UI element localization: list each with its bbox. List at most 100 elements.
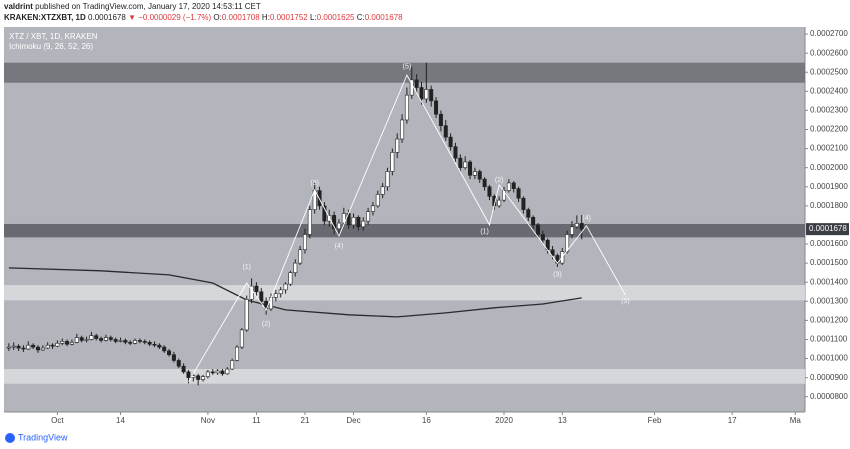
candle-body [298,249,303,264]
brand: TradingView [18,432,68,442]
candle-body [11,345,16,348]
candle-body [79,337,84,341]
y-tick-label: 0.0000800 [810,392,848,401]
y-tick-label: 0.0002300 [810,106,848,115]
candle-body [239,329,244,348]
candle-body [147,342,152,345]
candle-body [128,342,133,344]
candle-body [142,341,147,343]
wave-line [188,74,626,383]
candle-body [336,222,341,230]
zone [4,285,805,301]
candle-body [458,157,463,168]
wave-label: (2) [495,177,504,184]
candle-body [244,299,249,331]
candle-body [370,205,375,212]
candle-body [26,344,31,350]
candle-body [6,346,11,349]
y-tick-label: 0.0002000 [810,163,848,172]
candle-body [118,340,123,342]
ohlc-label: C: [356,13,365,22]
y-tick-label: 0.0002500 [810,67,848,76]
candle-body [215,370,220,374]
x-tick-label: Ma [790,416,802,425]
candle-body [186,371,191,378]
candle-body [322,205,327,222]
plot: (1) (2) (3) (4) (5) (1) (2) (3) (4) (5) [4,62,805,386]
candle-body [497,199,502,207]
candle-body [60,341,65,344]
candle-body [123,340,128,343]
candle-body [16,345,21,349]
x-tick-label: 2020 [495,416,513,425]
candle-body [108,337,113,340]
candle-body [210,371,215,374]
candle-body [535,224,540,235]
publish-line: valdrint published on TradingView.com, J… [4,1,403,12]
wave-label: (3) [553,271,562,278]
wave-label: (2) [262,321,271,328]
candle-body [521,197,526,210]
candle-body [540,234,545,241]
x-tick-label: 13 [558,416,567,425]
candle-body [65,341,70,345]
candle-body [89,335,94,340]
candle-body [273,293,278,298]
ohlc-value: 0.0001625 [316,13,355,22]
candle-body [506,182,511,191]
y-tick-label: 0.0001800 [810,201,848,210]
ohlc-label: L: [309,13,317,22]
candle-body [69,342,74,345]
wave-label: (4) [335,243,344,250]
candle-body [133,340,138,344]
ohlc-value: 0.0001678 [364,13,403,22]
candle-body [196,375,201,380]
moving-average [8,267,582,318]
x-tick-label: 17 [728,416,737,425]
candle-body [230,360,235,370]
candle-body [302,234,307,251]
candle-body [453,146,458,159]
candle-body [167,350,172,356]
x-tick-label: Nov [201,416,215,425]
candle-body [434,100,439,115]
candle-body [361,220,366,228]
last: 0.0001678 [88,13,126,22]
candle-body [511,182,516,189]
candle-body [477,171,482,180]
wave-label: (5) [621,298,630,305]
candle-body [152,343,157,346]
wave-label: (3) [310,180,319,187]
candle-body [288,272,293,285]
candle-body [113,339,118,342]
candle-body [351,217,356,226]
candle-body [176,360,181,367]
candle-body [40,347,45,351]
y-tick-label: 0.0002700 [810,29,848,38]
candle-body [50,344,55,347]
candle-body [307,209,312,235]
candle-body [332,215,337,230]
wave-label: (1) [480,228,489,235]
candle-body [414,79,419,88]
y-tick-label: 0.0002100 [810,144,848,153]
y-tick-label: 0.0002600 [810,48,848,57]
last-price-label: 0.0001678 [809,224,847,233]
candle-body [531,217,536,226]
legend-indicator: Ichimoku (9, 26, 52, 26) [9,42,93,51]
candle-body [574,223,579,228]
x-tick-label: Dec [346,416,360,425]
ohlc-label: O: [213,13,222,22]
candle-body [438,113,443,126]
candle-body [395,138,400,153]
candle-body [254,285,259,293]
x-tick-label: 21 [301,416,310,425]
candle-body [472,171,477,176]
candle-body [220,370,225,375]
candle-body [400,119,405,140]
published: published on TradingView.com, January 17… [35,2,261,11]
wave-label: (5) [403,63,412,70]
candle-body [201,376,206,380]
wave-label: (1) [242,264,251,271]
candle-body [419,87,424,100]
